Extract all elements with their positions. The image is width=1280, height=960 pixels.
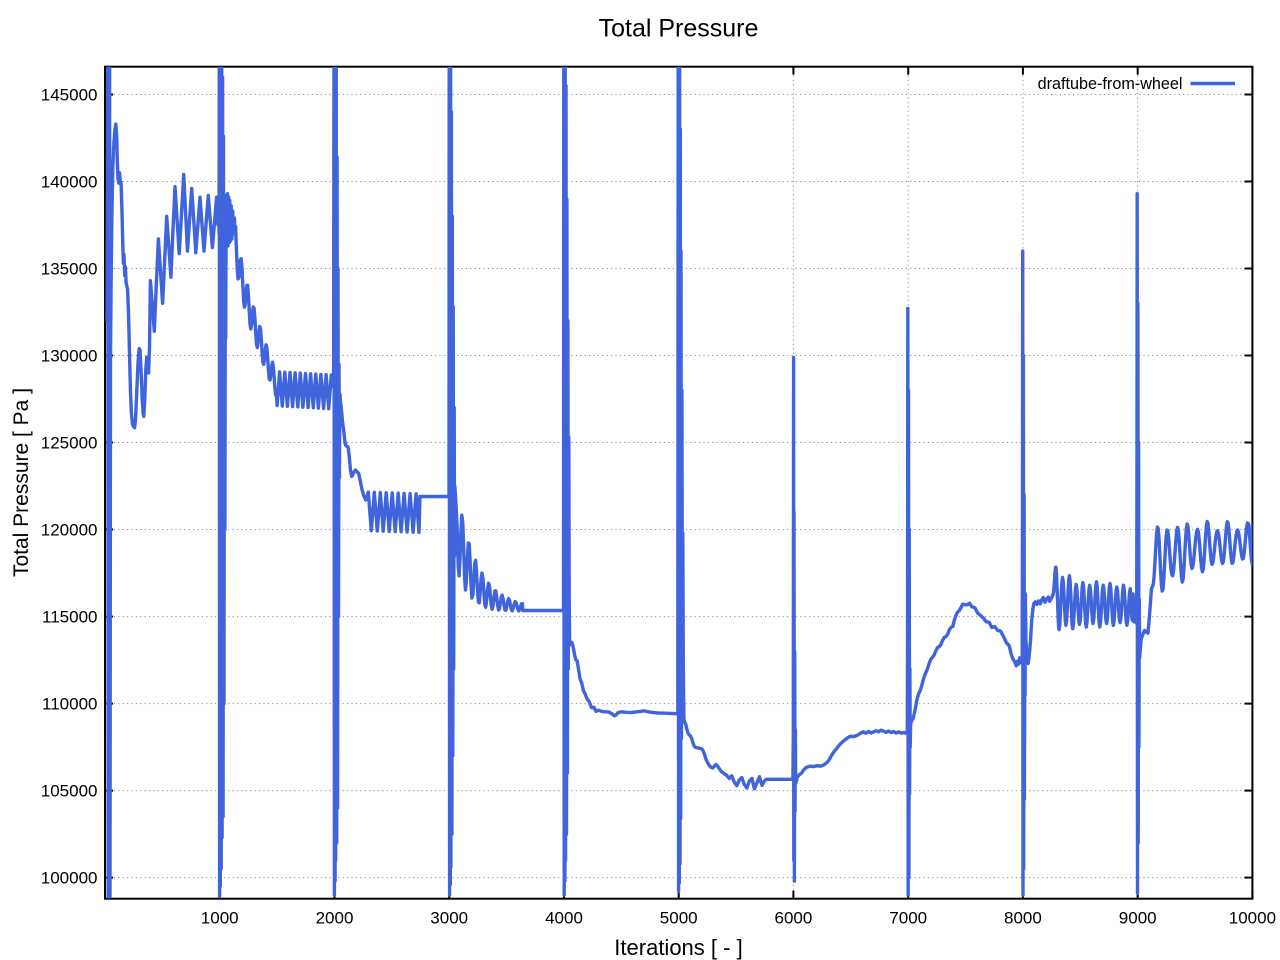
svg-text:9000: 9000: [1119, 909, 1157, 928]
svg-text:6000: 6000: [774, 909, 812, 928]
svg-text:Total Pressure [ Pa ]: Total Pressure [ Pa ]: [10, 388, 33, 577]
svg-text:Total Pressure: Total Pressure: [599, 15, 759, 43]
svg-text:130000: 130000: [41, 346, 98, 365]
svg-text:1000: 1000: [201, 909, 239, 928]
svg-text:145000: 145000: [41, 85, 98, 104]
svg-text:115000: 115000: [42, 607, 97, 626]
svg-text:8000: 8000: [1004, 909, 1042, 928]
svg-text:7000: 7000: [889, 909, 927, 928]
svg-text:10000: 10000: [1229, 909, 1276, 928]
svg-text:105000: 105000: [41, 781, 98, 800]
svg-text:Iterations [ - ]: Iterations [ - ]: [614, 935, 742, 960]
svg-text:125000: 125000: [41, 433, 98, 452]
svg-text:draftube-from-wheel: draftube-from-wheel: [1038, 75, 1183, 93]
svg-text:3000: 3000: [430, 909, 468, 928]
svg-text:100000: 100000: [41, 868, 98, 887]
svg-text:140000: 140000: [41, 172, 98, 191]
svg-text:120000: 120000: [41, 520, 98, 539]
svg-text:5000: 5000: [660, 909, 698, 928]
svg-text:110000: 110000: [42, 694, 97, 713]
svg-text:4000: 4000: [545, 909, 583, 928]
svg-text:2000: 2000: [316, 909, 354, 928]
svg-text:135000: 135000: [41, 259, 98, 278]
